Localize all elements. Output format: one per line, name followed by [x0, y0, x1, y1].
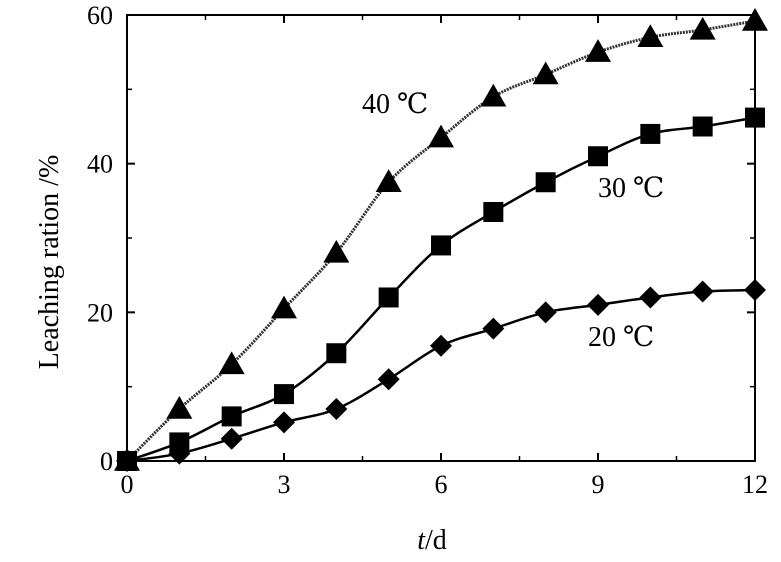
x-tick-label-6: 6 [435, 470, 448, 499]
series-30c [117, 107, 765, 471]
x-tick-label-3: 3 [278, 470, 291, 499]
point-40c-5 [375, 169, 402, 192]
point-20c-9 [587, 293, 609, 316]
point-30c-10 [640, 123, 661, 144]
x-tick-label-12: 12 [742, 470, 768, 499]
point-40c-11 [689, 16, 716, 40]
point-30c-11 [692, 116, 713, 137]
point-20c-10 [639, 286, 662, 309]
y-tick-label-40: 40 [87, 150, 113, 179]
point-20c-1 [168, 442, 191, 465]
point-30c-8 [535, 172, 556, 193]
series-20c [116, 279, 766, 472]
point-30c-3 [274, 384, 294, 405]
point-40c-2 [218, 351, 245, 375]
point-20c-7 [482, 317, 505, 340]
point-20c-0 [116, 450, 138, 472]
y-tick-label-0: 0 [100, 447, 113, 476]
point-40c-7 [480, 83, 507, 107]
point-40c-10 [637, 24, 664, 48]
point-20c-8 [534, 301, 557, 324]
point-40c-1 [166, 395, 193, 419]
point-30c-7 [483, 201, 504, 222]
point-30c-6 [431, 235, 451, 256]
y-tick-label-60: 60 [87, 1, 113, 30]
series-layer [114, 7, 768, 472]
point-40c-12 [742, 7, 768, 31]
point-40c-9 [585, 39, 611, 62]
point-20c-4 [325, 397, 348, 420]
x-axis-label-unit: /d [425, 525, 447, 556]
x-tick-label-9: 9 [592, 470, 605, 499]
x-axis-label: t/d [417, 525, 447, 556]
point-40c-8 [532, 61, 559, 85]
point-20c-5 [377, 368, 400, 391]
y-axis-label: Leaching ration /% [34, 155, 65, 370]
label-layer: t/d Leaching ration /% 40 ℃ 30 ℃ 20 ℃ [34, 89, 664, 556]
point-40c-4 [323, 239, 350, 263]
point-30c-9 [588, 146, 608, 167]
point-40c-3 [271, 295, 297, 319]
point-20c-11 [691, 280, 714, 303]
point-30c-5 [378, 287, 399, 308]
y-tick-label-20: 20 [87, 298, 113, 327]
series-40c [114, 7, 768, 471]
axis-ticks: 0 3 6 9 12 0 20 40 60 [87, 1, 768, 499]
x-tick-label-0: 0 [121, 470, 134, 499]
point-20c-12 [744, 279, 766, 302]
point-20c-3 [273, 411, 295, 434]
series-line-30c [126, 116, 756, 463]
point-20c-2 [220, 427, 243, 450]
point-40c-6 [428, 124, 454, 148]
point-30c-1 [169, 432, 190, 453]
series-label-30c: 30 ℃ [598, 173, 664, 204]
point-30c-4 [326, 343, 347, 364]
point-20c-6 [430, 334, 452, 357]
x-axis-label-italic: t [417, 525, 426, 556]
point-30c-2 [221, 406, 242, 427]
point-30c-12 [745, 107, 765, 128]
series-label-40c: 40 ℃ [362, 89, 428, 120]
series-label-20c: 20 ℃ [588, 322, 654, 353]
